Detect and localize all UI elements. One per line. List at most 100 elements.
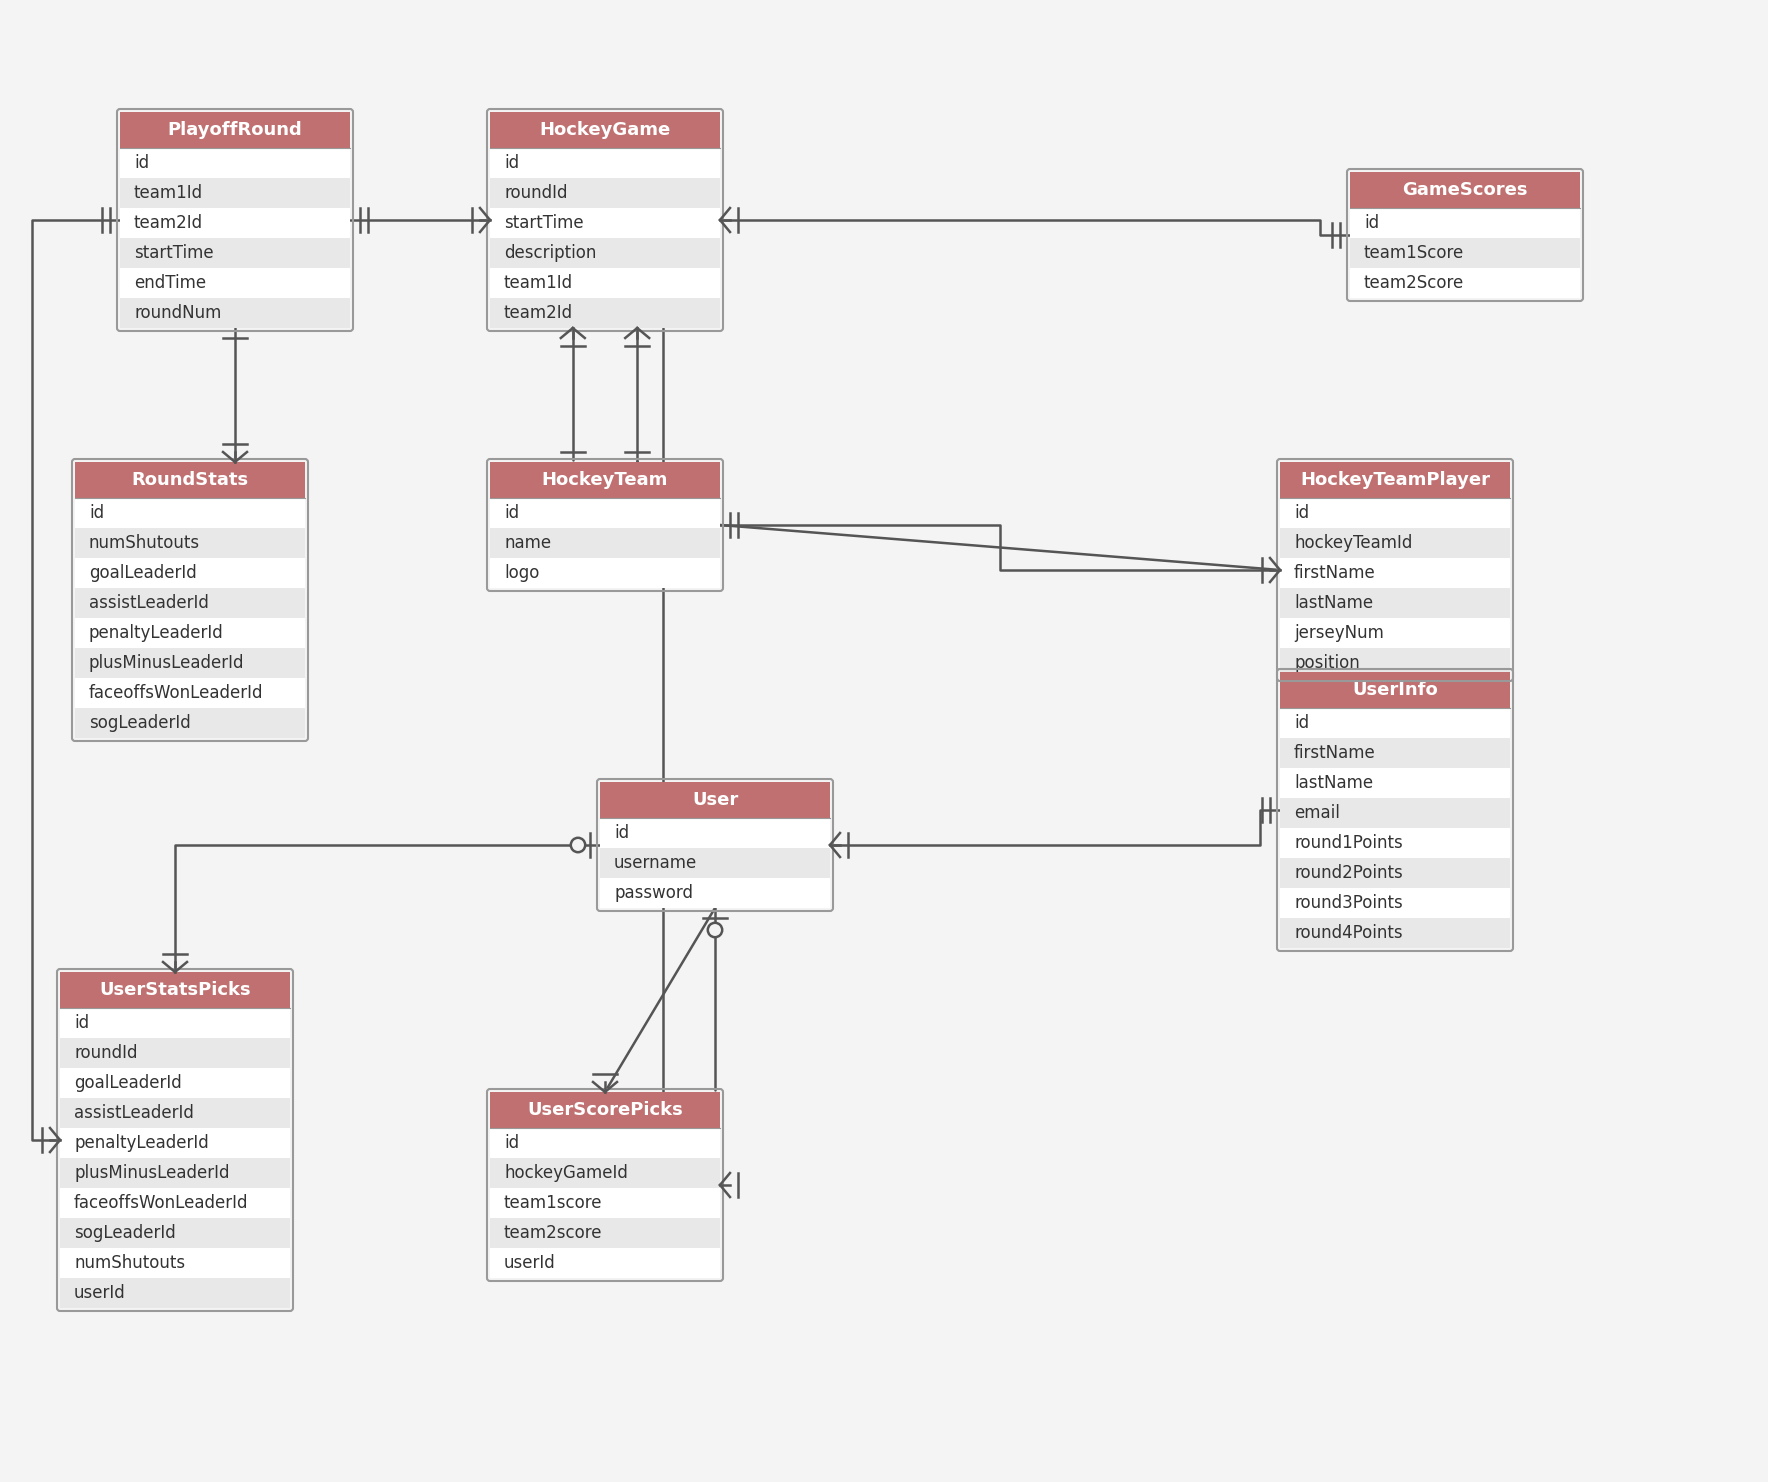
Bar [74, 677, 306, 708]
Text: team1Score: team1Score [1363, 245, 1464, 262]
Bar [74, 462, 306, 498]
Bar [120, 298, 350, 328]
Text: numShutouts: numShutouts [74, 1254, 186, 1272]
Text: logo: logo [504, 565, 539, 582]
Bar [1280, 528, 1510, 559]
Bar [490, 1128, 720, 1157]
Bar [60, 1128, 290, 1157]
Text: id: id [1294, 714, 1308, 732]
Bar [74, 648, 306, 677]
Text: username: username [613, 854, 697, 871]
Bar [74, 559, 306, 588]
Text: position: position [1294, 654, 1360, 671]
Bar [490, 148, 720, 178]
Bar [60, 1157, 290, 1189]
Bar [599, 782, 829, 818]
Text: userId: userId [504, 1254, 555, 1272]
Text: startTime: startTime [134, 245, 214, 262]
Text: round2Points: round2Points [1294, 864, 1402, 882]
Text: goalLeaderId: goalLeaderId [74, 1074, 182, 1092]
Text: team2Id: team2Id [504, 304, 573, 322]
Text: team1Id: team1Id [134, 184, 203, 202]
Text: round1Points: round1Points [1294, 834, 1402, 852]
Bar [1280, 708, 1510, 738]
Bar [120, 148, 350, 178]
Text: UserScorePicks: UserScorePicks [527, 1101, 682, 1119]
Bar [1280, 888, 1510, 917]
Text: id: id [613, 824, 629, 842]
Text: team2Id: team2Id [134, 213, 203, 233]
Bar [1280, 797, 1510, 828]
Text: User: User [691, 791, 737, 809]
Text: goalLeaderId: goalLeaderId [88, 565, 196, 582]
Text: numShutouts: numShutouts [88, 534, 200, 551]
Bar [120, 239, 350, 268]
Bar [1280, 462, 1510, 498]
Bar [60, 1069, 290, 1098]
Bar [74, 708, 306, 738]
Text: firstName: firstName [1294, 565, 1376, 582]
Text: PlayoffRound: PlayoffRound [168, 122, 302, 139]
Bar [599, 848, 829, 877]
Text: RoundStats: RoundStats [131, 471, 249, 489]
Bar [60, 1008, 290, 1037]
Text: id: id [504, 1134, 520, 1152]
Bar [120, 268, 350, 298]
Bar [1280, 917, 1510, 948]
Text: userId: userId [74, 1283, 126, 1303]
Text: UserStatsPicks: UserStatsPicks [99, 981, 251, 999]
Bar [490, 1092, 720, 1128]
Bar [490, 528, 720, 559]
Text: id: id [1294, 504, 1308, 522]
Text: roundNum: roundNum [134, 304, 221, 322]
Text: endTime: endTime [134, 274, 207, 292]
Text: startTime: startTime [504, 213, 583, 233]
Text: id: id [74, 1014, 88, 1031]
Text: email: email [1294, 805, 1340, 823]
Text: plusMinusLeaderId: plusMinusLeaderId [88, 654, 244, 671]
Text: sogLeaderId: sogLeaderId [74, 1224, 175, 1242]
Text: jerseyNum: jerseyNum [1294, 624, 1384, 642]
Text: hockeyTeamId: hockeyTeamId [1294, 534, 1413, 551]
Text: firstName: firstName [1294, 744, 1376, 762]
Text: lastName: lastName [1294, 594, 1374, 612]
Bar [490, 498, 720, 528]
Bar [60, 972, 290, 1008]
Bar [60, 1277, 290, 1309]
Bar [1280, 648, 1510, 677]
Text: team2Score: team2Score [1363, 274, 1464, 292]
Bar [490, 239, 720, 268]
Bar [1351, 239, 1581, 268]
Text: name: name [504, 534, 552, 551]
Bar [490, 268, 720, 298]
Bar [74, 528, 306, 559]
Text: GameScores: GameScores [1402, 181, 1528, 199]
Bar [120, 207, 350, 239]
Circle shape [707, 923, 721, 937]
Bar [74, 588, 306, 618]
Text: round4Points: round4Points [1294, 923, 1402, 943]
Bar [60, 1189, 290, 1218]
Bar [599, 877, 829, 908]
Text: team1Id: team1Id [504, 274, 573, 292]
Text: roundId: roundId [74, 1043, 138, 1063]
Text: faceoffsWonLeaderId: faceoffsWonLeaderId [88, 685, 263, 702]
Bar [1280, 618, 1510, 648]
Text: roundId: roundId [504, 184, 568, 202]
Text: penaltyLeaderId: penaltyLeaderId [74, 1134, 209, 1152]
Bar [490, 1248, 720, 1277]
Text: HockeyTeamPlayer: HockeyTeamPlayer [1299, 471, 1490, 489]
Circle shape [571, 837, 585, 852]
Text: id: id [88, 504, 104, 522]
Text: id: id [134, 154, 149, 172]
Bar [1280, 828, 1510, 858]
Bar [74, 618, 306, 648]
Bar [60, 1098, 290, 1128]
Bar [74, 498, 306, 528]
Text: UserInfo: UserInfo [1353, 682, 1437, 700]
Bar [1280, 738, 1510, 768]
Bar [1351, 207, 1581, 239]
Text: hockeyGameId: hockeyGameId [504, 1163, 628, 1183]
Text: team1score: team1score [504, 1194, 603, 1212]
Bar [490, 559, 720, 588]
